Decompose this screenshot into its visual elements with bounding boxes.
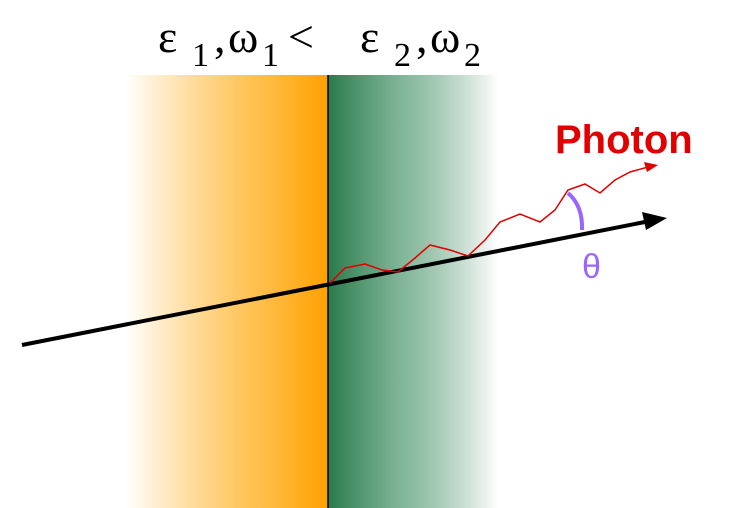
angle-label: θ xyxy=(582,248,601,286)
epsilon: ε xyxy=(360,11,379,62)
omega: ω xyxy=(228,11,258,62)
relation: < xyxy=(288,11,314,62)
photon-label: Photon xyxy=(555,118,693,162)
subscript: 2 xyxy=(464,37,481,74)
subscript: 2 xyxy=(394,37,411,74)
subscript: 1 xyxy=(192,37,209,74)
subscript: 1 xyxy=(262,37,279,74)
separator: , xyxy=(416,11,428,62)
angle-arc xyxy=(566,191,585,231)
header: ε 1 , ω 1 < ε 2 , ω 2 xyxy=(158,11,481,74)
epsilon: ε xyxy=(158,11,177,62)
arrowhead xyxy=(642,212,667,230)
medium-2 xyxy=(328,75,498,508)
omega: ω xyxy=(430,11,460,62)
particle-track xyxy=(21,219,651,347)
separator: , xyxy=(214,11,226,62)
photon-arrowhead xyxy=(644,162,658,172)
photon-path xyxy=(329,166,649,284)
